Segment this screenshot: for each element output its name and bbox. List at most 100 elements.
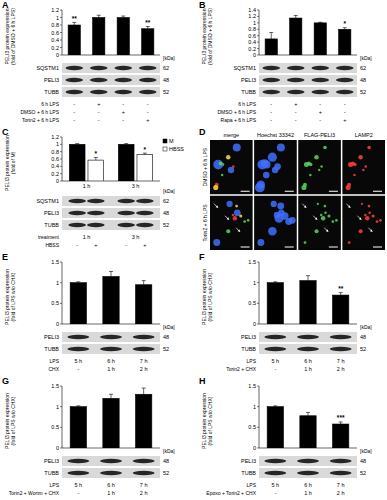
- cell-signal: [364, 165, 367, 168]
- figure: A00.20.40.60.811.2PELI3 protein expressi…: [0, 0, 387, 500]
- band: [117, 211, 135, 215]
- treatment-label: LPS: [247, 482, 257, 488]
- marks: [267, 406, 349, 448]
- band: [311, 78, 329, 82]
- cell-signal: [221, 174, 224, 177]
- scale-bar: [241, 247, 250, 248]
- blot-label: TUBB: [241, 89, 256, 95]
- cell-signal: [263, 172, 270, 179]
- error-cap: [306, 412, 310, 413]
- y-axis: [62, 262, 63, 324]
- band: [287, 90, 305, 94]
- y-tick-label: 1.2: [51, 7, 59, 13]
- treatment-cell: 2 h: [140, 366, 148, 372]
- cell-signal: [233, 144, 241, 152]
- band: [100, 471, 122, 475]
- blot: [62, 344, 160, 354]
- error-bar: [318, 22, 322, 24]
- significance: *: [144, 146, 147, 153]
- arrow-head: [348, 205, 350, 207]
- cell-signal: [304, 241, 307, 244]
- legend-label: HBSS: [169, 146, 184, 152]
- kda-value: 52: [163, 222, 169, 228]
- treatment-cell: -: [73, 109, 75, 115]
- scale-bar: [373, 191, 382, 192]
- kda-value: 48: [163, 210, 169, 216]
- treatment-cell: +: [94, 242, 97, 248]
- y-axis-title: (fold of LPS w/o CHX): [10, 272, 16, 321]
- arrow: [357, 216, 361, 220]
- treatment-cell: -: [77, 366, 79, 372]
- blot: [62, 196, 160, 206]
- band: [90, 78, 108, 82]
- arrow-head: [370, 229, 372, 231]
- legend-label: M: [169, 138, 174, 144]
- band: [336, 78, 354, 82]
- treatment-label: Rapa + 6 h LPS: [221, 117, 257, 123]
- cell-signal: [364, 214, 366, 216]
- treatment-cell: +: [146, 117, 149, 123]
- treatment-cell: 7 h: [140, 358, 148, 364]
- error-line: [143, 388, 144, 394]
- blot: [62, 75, 160, 85]
- y-tick-label: 0.5: [51, 300, 59, 306]
- blot-label: TUBB: [241, 470, 256, 476]
- bar: [88, 160, 104, 181]
- kda-value: 48: [163, 77, 169, 83]
- cell-signal: [268, 227, 277, 236]
- band: [133, 471, 155, 475]
- y-tick: [60, 303, 62, 304]
- band: [136, 223, 154, 227]
- band: [287, 78, 305, 82]
- y-tick-label: 1: [253, 280, 256, 286]
- marks: [68, 15, 154, 55]
- band: [100, 347, 122, 351]
- y-tick: [60, 448, 62, 449]
- marks: [69, 144, 152, 181]
- band: [65, 90, 83, 94]
- blot-label: PELI3: [44, 458, 59, 464]
- arrow-head: [238, 229, 240, 231]
- error-cap: [294, 15, 298, 16]
- y-tick-label: 0.4: [51, 37, 59, 43]
- bar: [290, 18, 302, 55]
- kda-value: 52: [360, 89, 366, 95]
- y-tick-label: 1.5: [248, 383, 256, 389]
- error-cap: [76, 281, 80, 282]
- blot-label: SQSTM1: [233, 65, 256, 71]
- blot-label: TUBB: [44, 470, 59, 476]
- error-cap: [124, 143, 128, 144]
- arrow: [236, 228, 240, 232]
- treatment-label: treatment: [38, 234, 60, 240]
- y-tick: [257, 55, 259, 56]
- y-tick: [60, 427, 62, 428]
- bar: [136, 285, 152, 324]
- treatment-label: Torin2 + 6 h LPS: [22, 117, 60, 123]
- column-header: FLAG-PELI3: [304, 132, 335, 138]
- image: [298, 196, 341, 250]
- kda-value: 48: [163, 334, 169, 340]
- y-tick-label: 0: [253, 445, 256, 451]
- marks: [70, 272, 152, 324]
- treatment-cell: 3 h: [132, 234, 140, 240]
- blot: [62, 456, 160, 466]
- kda-label: [kDa]: [360, 55, 372, 61]
- y-tick-label: 0: [56, 178, 59, 184]
- error-bar: [75, 143, 79, 145]
- error-bar: [143, 153, 147, 154]
- y-tick: [257, 22, 259, 23]
- bar: [70, 283, 86, 324]
- error-line: [308, 412, 309, 415]
- y-tick-label: 1: [253, 20, 256, 26]
- y-tick: [60, 137, 62, 138]
- bar: [267, 407, 283, 448]
- scale-bar: [373, 247, 382, 248]
- error-cap: [142, 388, 146, 389]
- bar: [333, 295, 349, 324]
- cell-signal: [232, 214, 234, 216]
- blot: [62, 63, 160, 73]
- error-line: [98, 15, 99, 17]
- arrow: [214, 204, 218, 208]
- marks: [267, 276, 349, 324]
- band: [262, 90, 280, 94]
